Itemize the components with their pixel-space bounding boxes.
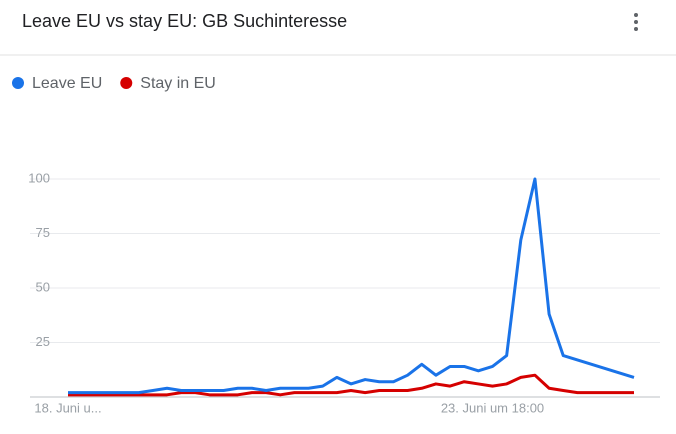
- menu-button[interactable]: [634, 13, 638, 31]
- x-tick-label: 23. Juni um 18:00: [441, 400, 544, 415]
- legend-marker: [12, 77, 24, 89]
- y-tick-label: 100: [28, 170, 50, 185]
- legend-label: Leave EU: [32, 75, 102, 92]
- series-line: [68, 373, 634, 397]
- x-tick-label: 18. Juni u...: [34, 400, 101, 415]
- y-tick-label: 75: [36, 225, 50, 240]
- legend-label: Stay in EU: [140, 75, 216, 92]
- y-tick-label: 25: [36, 334, 50, 349]
- chart-title: Leave EU vs stay EU: GB Suchinteresse: [22, 11, 347, 31]
- y-tick-label: 50: [36, 279, 50, 294]
- legend-marker: [120, 77, 133, 89]
- series-line: [68, 177, 635, 395]
